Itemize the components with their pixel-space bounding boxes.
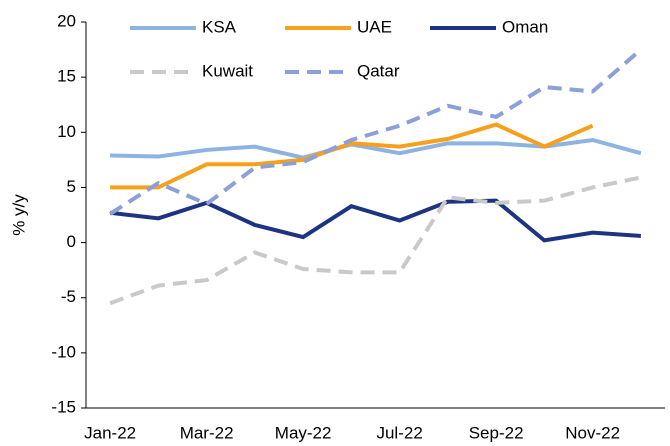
y-tick-label: 5 [67,177,76,196]
y-tick-label: -15 [51,397,76,416]
y-tick-label: 20 [57,11,76,30]
y-tick-label: 15 [57,67,76,86]
y-tick-label: 0 [67,232,76,251]
x-tick-label: May-22 [275,423,332,442]
legend-label: KSA [202,17,237,36]
x-tick-label: Mar-22 [180,423,234,442]
x-tick-label: Nov-22 [565,423,620,442]
y-tick-label: 10 [57,122,76,141]
legend-label: Oman [502,17,548,36]
series-line [109,198,642,243]
legend-label: Kuwait [202,61,253,80]
x-tick-label: Jan-22 [84,423,136,442]
y-tick-label: -10 [51,342,76,361]
x-tick-label: Sep-22 [469,423,524,442]
series-line [110,137,642,160]
y-tick-label: -5 [61,287,76,306]
legend-label: UAE [357,17,392,36]
x-tick-label: Jul-22 [376,423,422,442]
series-line [109,175,642,306]
series-line [110,122,594,190]
legend-label: Qatar [357,61,400,80]
series-line [109,48,643,216]
y-axis-label: % y/y [9,194,28,236]
